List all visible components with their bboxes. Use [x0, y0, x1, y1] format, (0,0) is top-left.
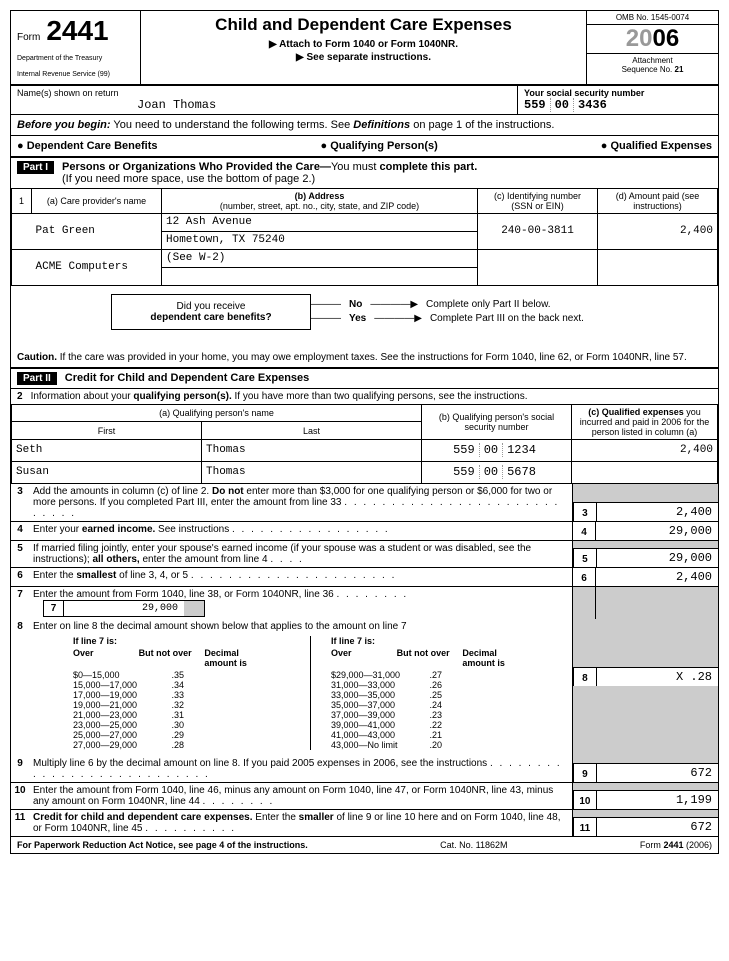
ssn-field[interactable]: Your social security number 559003436: [518, 86, 718, 114]
qp2-ssn: 559005678: [422, 461, 572, 483]
provider2-name: ACME Computers: [32, 249, 162, 285]
term-benefits: ● Dependent Care Benefits: [17, 140, 158, 152]
term-expenses: ● Qualified Expenses: [601, 140, 712, 152]
qp-col-b: (b) Qualifying person's social security …: [422, 404, 572, 439]
qp2-first: Susan: [12, 461, 202, 483]
part1-header: Part I Persons or Organizations Who Prov…: [11, 158, 718, 188]
tax-year: 2006: [587, 25, 718, 54]
qp-table: (a) Qualifying person's name (b) Qualify…: [11, 404, 718, 484]
provider-amt: 2,400: [598, 213, 718, 249]
form-2441: Form 2441 Department of the Treasury Int…: [10, 10, 719, 854]
part2-header: Part II Credit for Child and Dependent C…: [11, 369, 718, 389]
provider-row-1[interactable]: Pat Green 12 Ash Avenue 240-00-3811 2,40…: [12, 213, 718, 231]
header-mid: Child and Dependent Care Expenses ▶ Atta…: [141, 11, 586, 84]
line-7-amt[interactable]: 29,000: [64, 601, 184, 616]
footer-form: Form 2441 (2006): [640, 840, 712, 850]
provider-addr1: 12 Ash Avenue: [162, 213, 478, 231]
part2-title: Credit for Child and Dependent Care Expe…: [65, 372, 310, 384]
qp1-first: Seth: [12, 439, 202, 461]
line-7-box: 729,000: [43, 600, 205, 617]
flow-diagram: Did you receivedependent care benefits? …: [11, 286, 718, 348]
provider-addr2: Hometown, TX 75240: [162, 231, 478, 249]
qp1-last: Thomas: [202, 439, 422, 461]
subtitle-2: ▶ See separate instructions.: [145, 52, 582, 63]
form-title: Child and Dependent Care Expenses: [145, 15, 582, 35]
qp2-last: Thomas: [202, 461, 422, 483]
qp2-amt: [572, 461, 718, 483]
name-label: Name(s) shown on return: [17, 88, 511, 98]
form-label: Form: [17, 32, 40, 43]
provider-id: 240-00-3811: [478, 213, 598, 249]
line-5-amt[interactable]: 29,000: [597, 549, 718, 567]
name-field[interactable]: Name(s) shown on return Joan Thomas: [11, 86, 518, 114]
part1-text: Persons or Organizations Who Provided th…: [62, 161, 477, 185]
line-9-amt[interactable]: 672: [597, 764, 718, 782]
terms-row: ● Dependent Care Benefits ● Qualifying P…: [11, 136, 718, 158]
line-6-amt[interactable]: 2,400: [596, 568, 718, 586]
line-11: 11 Credit for child and dependent care e…: [11, 810, 718, 836]
part1-badge: Part I: [17, 161, 54, 174]
provider-name: Pat Green: [32, 213, 162, 249]
form-header: Form 2441 Department of the Treasury Int…: [11, 11, 718, 86]
line-10: 10 Enter the amount from Form 1040, line…: [11, 783, 718, 810]
name-row: Name(s) shown on return Joan Thomas Your…: [11, 86, 718, 115]
col-c: (c) Identifying number (SSN or EIN): [478, 188, 598, 213]
cat-no: Cat. No. 11862M: [440, 840, 507, 850]
line-7: 7 Enter the amount from Form 1040, line …: [11, 587, 718, 619]
line-6: 6 Enter the smallest of line 3, 4, or 5 …: [11, 568, 718, 587]
qp-row-1[interactable]: Seth Thomas 559001234 2,400: [12, 439, 718, 461]
col-1: 1: [12, 188, 32, 213]
line-3: 3 Add the amounts in column (c) of line …: [11, 484, 718, 522]
qp-col-c: (c) Qualified expenses you incurred and …: [572, 404, 718, 439]
line-4: 4 Enter your earned income. See instruct…: [11, 522, 718, 541]
subtitle-1: ▶ Attach to Form 1040 or Form 1040NR.: [145, 39, 582, 50]
header-left: Form 2441 Department of the Treasury Int…: [11, 11, 141, 84]
form-number: 2441: [46, 15, 108, 47]
line-8: 8 Enter on line 8 the decimal amount sho…: [11, 619, 718, 756]
qp-last: Last: [202, 422, 422, 440]
line-5: 5 If married filing jointly, enter your …: [11, 541, 718, 568]
omb-number: OMB No. 1545-0074: [587, 11, 718, 25]
caution-text: Caution. If the care was provided in you…: [11, 348, 718, 369]
term-qualifying: ● Qualifying Person(s): [321, 140, 438, 152]
line-4-amt[interactable]: 29,000: [596, 522, 718, 540]
line-11-amt[interactable]: 672: [597, 818, 718, 836]
flow-question: Did you receivedependent care benefits?: [111, 294, 311, 330]
col-d: (d) Amount paid (see instructions): [598, 188, 718, 213]
qp-col-a: (a) Qualifying person's name: [12, 404, 422, 422]
col-b: (b) Address(number, street, apt. no., ci…: [162, 188, 478, 213]
header-right: OMB No. 1545-0074 2006 AttachmentSequenc…: [586, 11, 718, 84]
flow-yes: ——— Yes ————▶ Complete Part III on the b…: [311, 313, 658, 324]
line-10-amt[interactable]: 1,199: [597, 791, 718, 809]
dept-treasury: Department of the Treasury: [17, 55, 134, 63]
line-3-amt[interactable]: 2,400: [597, 503, 718, 521]
decimal-table: If line 7 is: OverBut not overDecimal am…: [33, 632, 568, 754]
part1-table: 1 (a) Care provider's name (b) Address(n…: [11, 188, 718, 286]
line-2-intro: 2Information about your qualifying perso…: [11, 389, 718, 404]
paperwork-notice: For Paperwork Reduction Act Notice, see …: [17, 840, 308, 850]
col-a: (a) Care provider's name: [32, 188, 162, 213]
qp1-ssn: 559001234: [422, 439, 572, 461]
qp-row-2[interactable]: Susan Thomas 559005678: [12, 461, 718, 483]
form-footer: For Paperwork Reduction Act Notice, see …: [11, 836, 718, 853]
name-value: Joan Thomas: [17, 98, 511, 112]
ssn-label: Your social security number: [524, 88, 712, 98]
flow-no: ——— No ————▶ Complete only Part II below…: [311, 299, 658, 310]
line-8-amt[interactable]: X .28: [597, 668, 718, 686]
qp1-amt: 2,400: [572, 439, 718, 461]
qp-first: First: [12, 422, 202, 440]
part2-badge: Part II: [17, 372, 57, 385]
provider-row-2[interactable]: ACME Computers (See W-2): [12, 249, 718, 267]
dept-irs: Internal Revenue Service (99): [17, 71, 134, 79]
line-9: 9 Multiply line 6 by the decimal amount …: [11, 756, 718, 783]
ssn-value: 559003436: [524, 98, 712, 112]
sequence: AttachmentSequence No. 21: [587, 54, 718, 76]
provider2-addr: (See W-2): [162, 249, 478, 267]
before-begin: Before you begin: You need to understand…: [11, 115, 718, 136]
